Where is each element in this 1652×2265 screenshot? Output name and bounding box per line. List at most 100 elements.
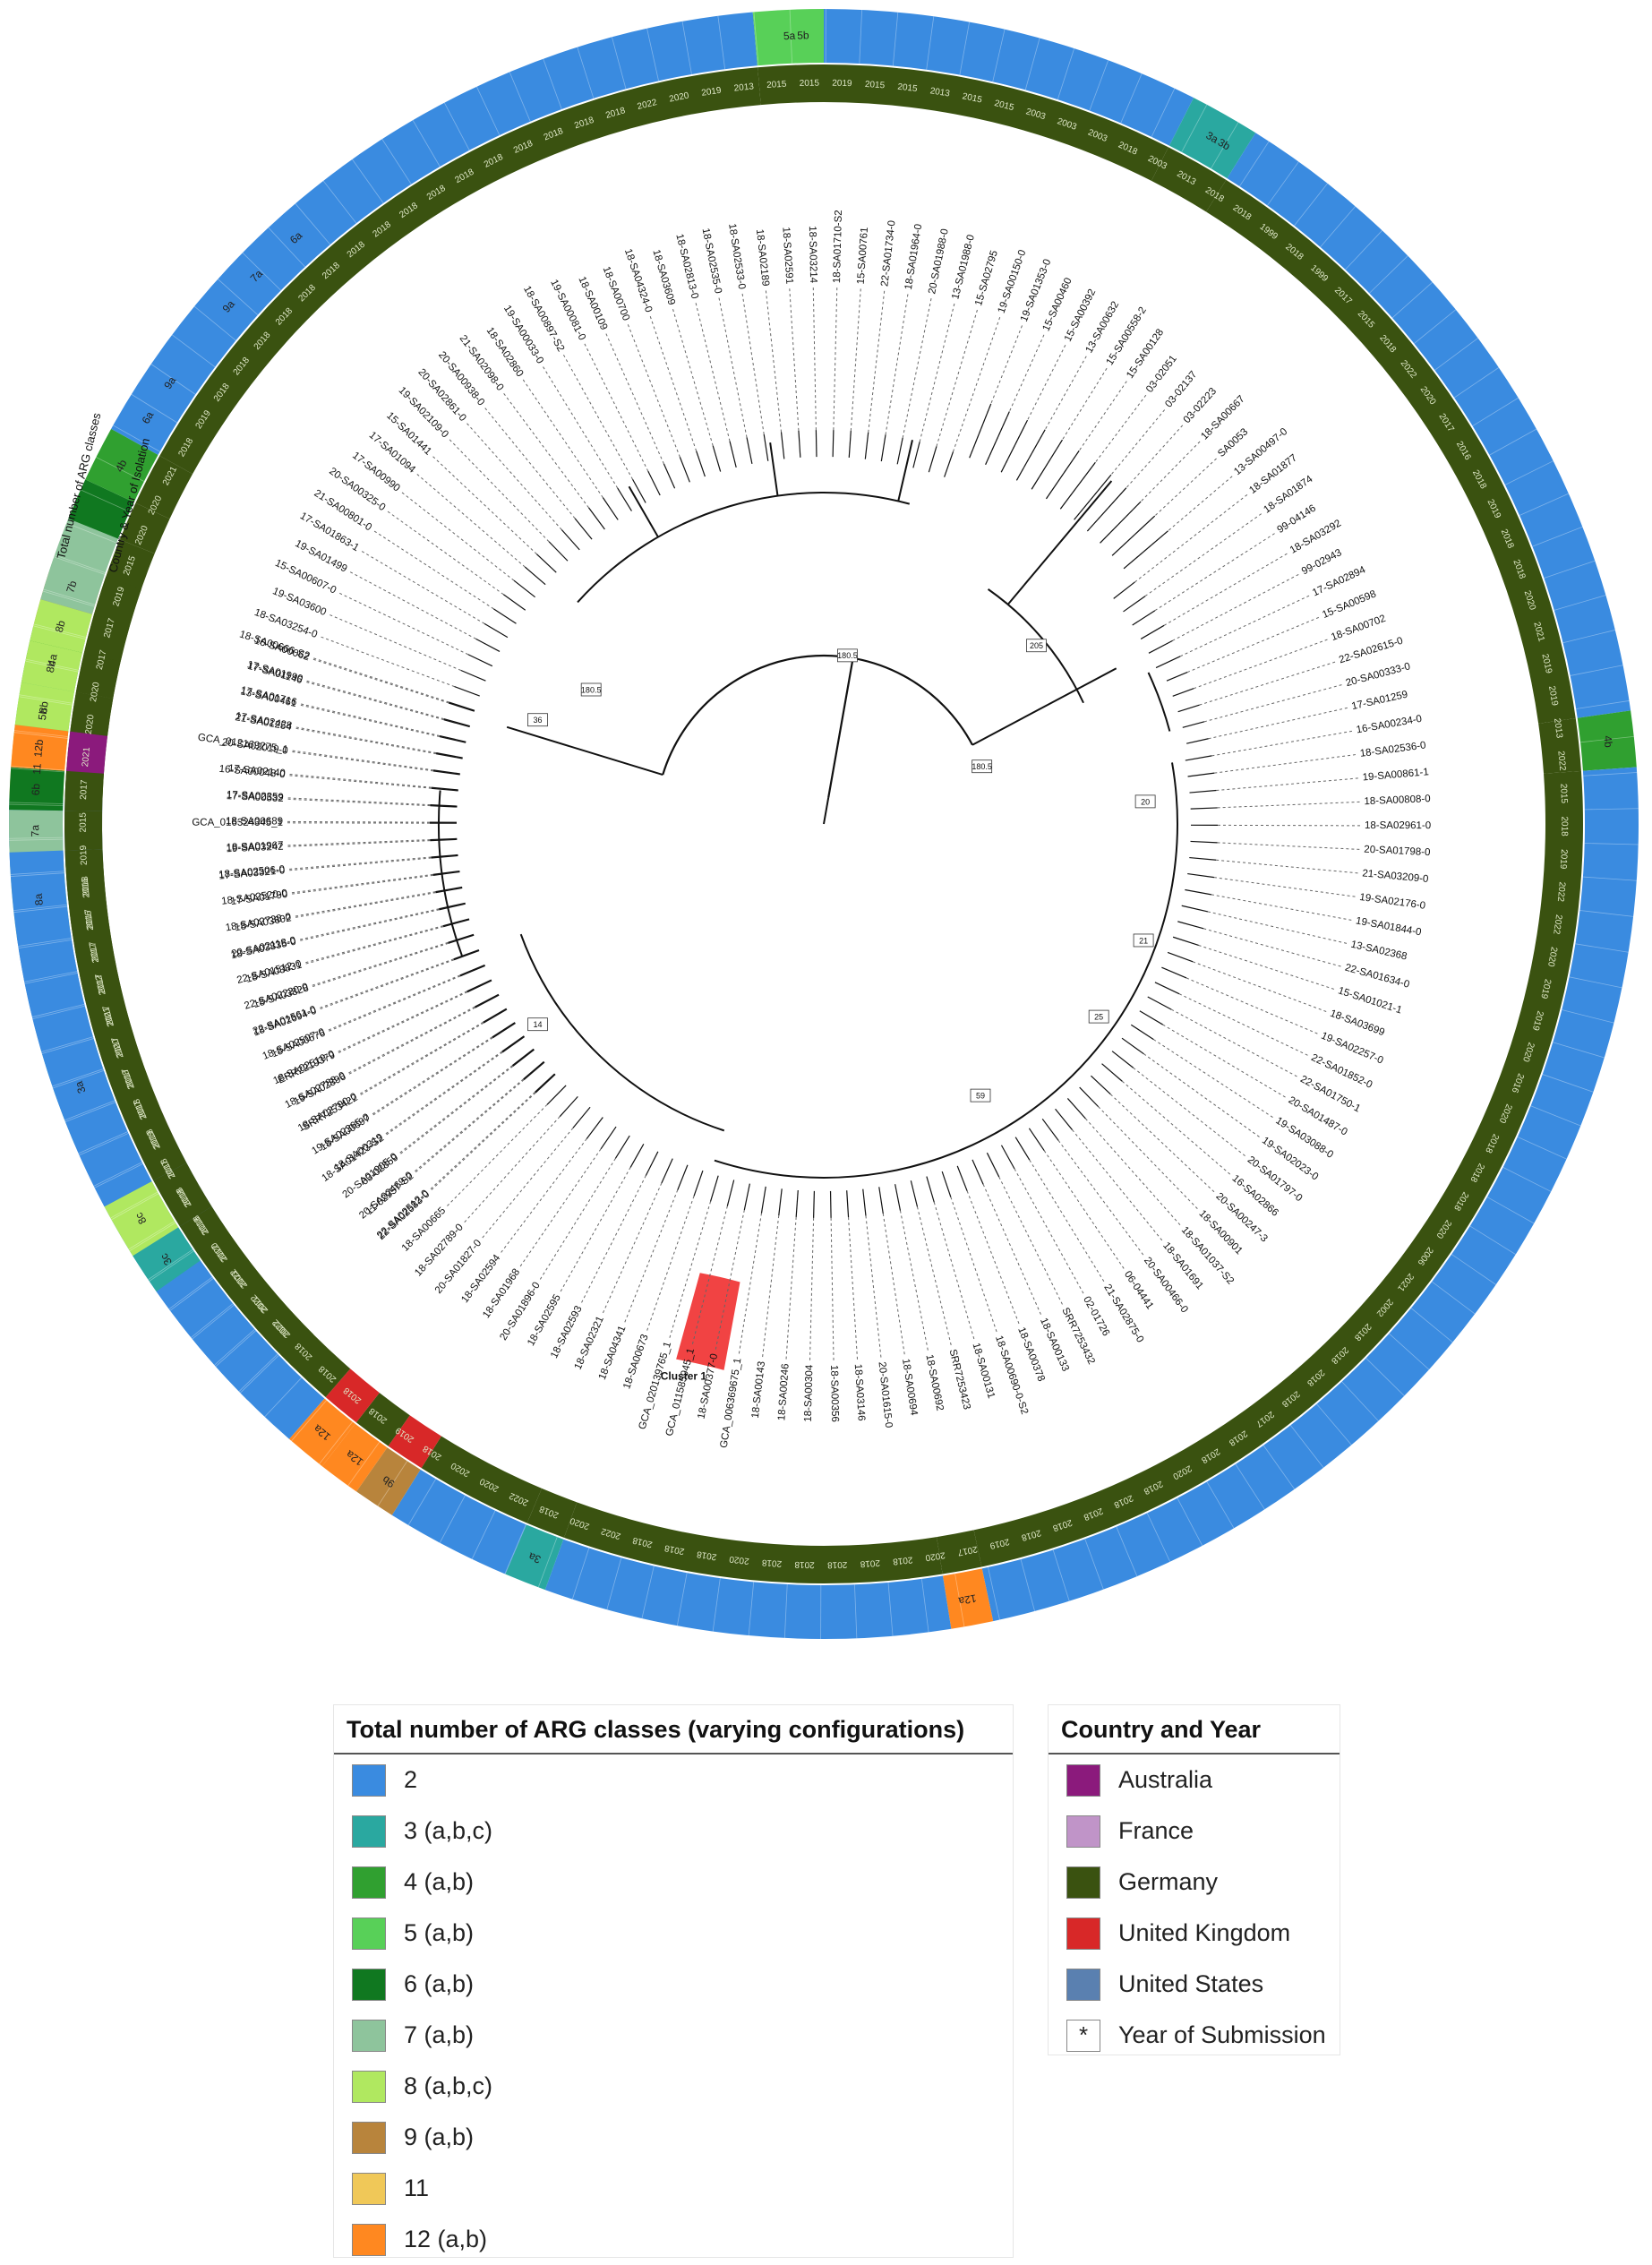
branch (1087, 488, 1126, 531)
branch (1100, 502, 1142, 543)
phylogenetic-tree: 2022201120032012201820182017201920172018… (0, 0, 1652, 1666)
branch (646, 1152, 658, 1176)
branch-arc (578, 493, 910, 602)
branch (913, 442, 920, 468)
year-label: 2015 (1558, 784, 1569, 804)
branch (1191, 808, 1218, 809)
branch (514, 580, 535, 597)
branch (448, 934, 474, 942)
branch (1178, 705, 1200, 712)
arg-legend-title: Total number of ARG classes (varying con… (334, 1705, 1013, 1755)
branch (1187, 874, 1214, 878)
leaf-connector (999, 1177, 1063, 1305)
leaf-connector (851, 287, 860, 431)
leaf-connector (813, 287, 816, 430)
branch (761, 1187, 766, 1214)
year-label: 2018 (794, 1559, 815, 1570)
leaf-label: 18-SA03214 (807, 226, 818, 284)
branch (847, 1190, 849, 1217)
branch (987, 1153, 998, 1177)
legend-item: France (1049, 1806, 1340, 1857)
branch (460, 965, 485, 976)
leaf-connector (581, 1176, 646, 1304)
legend-label: 5 (a,b) (404, 1919, 474, 1947)
branch (560, 1096, 578, 1116)
leaf-connector (1199, 662, 1336, 705)
branch (865, 433, 868, 459)
legend-swatch (352, 1918, 386, 1950)
branch (601, 1127, 616, 1149)
branch (770, 442, 777, 495)
leaf-connector (1218, 843, 1361, 850)
leaf-connector (466, 423, 561, 529)
leaf-label: 18-SA02189 (754, 228, 771, 287)
branch (730, 442, 736, 468)
leaf-connector (432, 456, 537, 554)
leaf-label: 20-SA01798-0 (1364, 845, 1431, 859)
leaf-connector (1134, 494, 1247, 582)
branch (615, 1136, 629, 1158)
branch (492, 1023, 515, 1037)
branch (1001, 420, 1027, 472)
branch (476, 639, 500, 651)
leaf-label: 18-SA01710-S2 (832, 210, 844, 283)
leaf-connector (401, 492, 514, 580)
leaf-connector (983, 1184, 1041, 1315)
leaf-label: 18-SA02961-0 (1365, 820, 1431, 831)
branch (507, 727, 663, 775)
leaf-connector (320, 960, 454, 1009)
branch (436, 753, 463, 758)
leaf-connector (1145, 513, 1263, 596)
legend-label: 9 (a,b) (404, 2123, 474, 2151)
leaf-label: 20-SA01615-0 (876, 1361, 894, 1428)
leaf-connector (312, 658, 449, 702)
branch (970, 404, 991, 458)
leaf-label: 18-SA00356 (828, 1365, 840, 1422)
leaf-connector (1218, 802, 1361, 808)
leaf-label: 15-SA00761 (856, 227, 870, 285)
leaf-connector (1187, 617, 1320, 673)
legend-label: Year of Submission (1118, 2021, 1326, 2049)
year-label: 2018 (827, 1559, 848, 1569)
branch (1133, 611, 1155, 625)
branch (828, 658, 852, 798)
leaf-connector (372, 1038, 492, 1116)
legend-item: Germany (1049, 1857, 1340, 1908)
branch (927, 1177, 934, 1203)
legend-swatch: * (1066, 2020, 1100, 2052)
legend-swatch (352, 2173, 386, 2205)
leaf-connector (967, 1191, 1019, 1325)
leaf-connector (1085, 1119, 1180, 1226)
branch (1060, 462, 1095, 509)
leaf-label: 22-SA01634-0 (1344, 963, 1411, 991)
leaf-connector (321, 637, 455, 687)
leaf-label: 22-SA02615-0 (1338, 636, 1404, 666)
leaf-label: 18-SA00702 (1330, 613, 1387, 643)
branch (929, 446, 937, 472)
leaf-connector (415, 1080, 525, 1173)
leaf-label: 18-SA02738-0 (225, 912, 292, 934)
leaf-connector (1194, 639, 1328, 689)
node-label-text: 25 (1094, 1012, 1103, 1021)
leaf-label: 22-SA01734-0 (879, 219, 897, 287)
leaf-label: 18-SA00378 (1015, 1326, 1046, 1383)
legend-swatch (1066, 1815, 1100, 1848)
leaf-connector (672, 308, 713, 446)
leaf-connector (430, 1092, 535, 1189)
branch (1173, 937, 1199, 945)
leaf-connector (1211, 731, 1353, 756)
branch (1124, 531, 1168, 569)
legend-swatch (352, 2224, 386, 2256)
leaf-connector (742, 293, 764, 434)
branch (439, 903, 465, 908)
node-label: 180.5 (837, 649, 858, 662)
leaf-connector (1216, 860, 1358, 873)
leaf-connector (1134, 1068, 1246, 1156)
leaf-connector (951, 1197, 997, 1333)
branch (440, 736, 466, 742)
branch (881, 434, 886, 461)
leaf-label: 18-SA02536-0 (1359, 740, 1426, 759)
leaf-connector (719, 297, 747, 438)
branch (467, 981, 492, 992)
node-label-text: 180.5 (581, 685, 602, 694)
